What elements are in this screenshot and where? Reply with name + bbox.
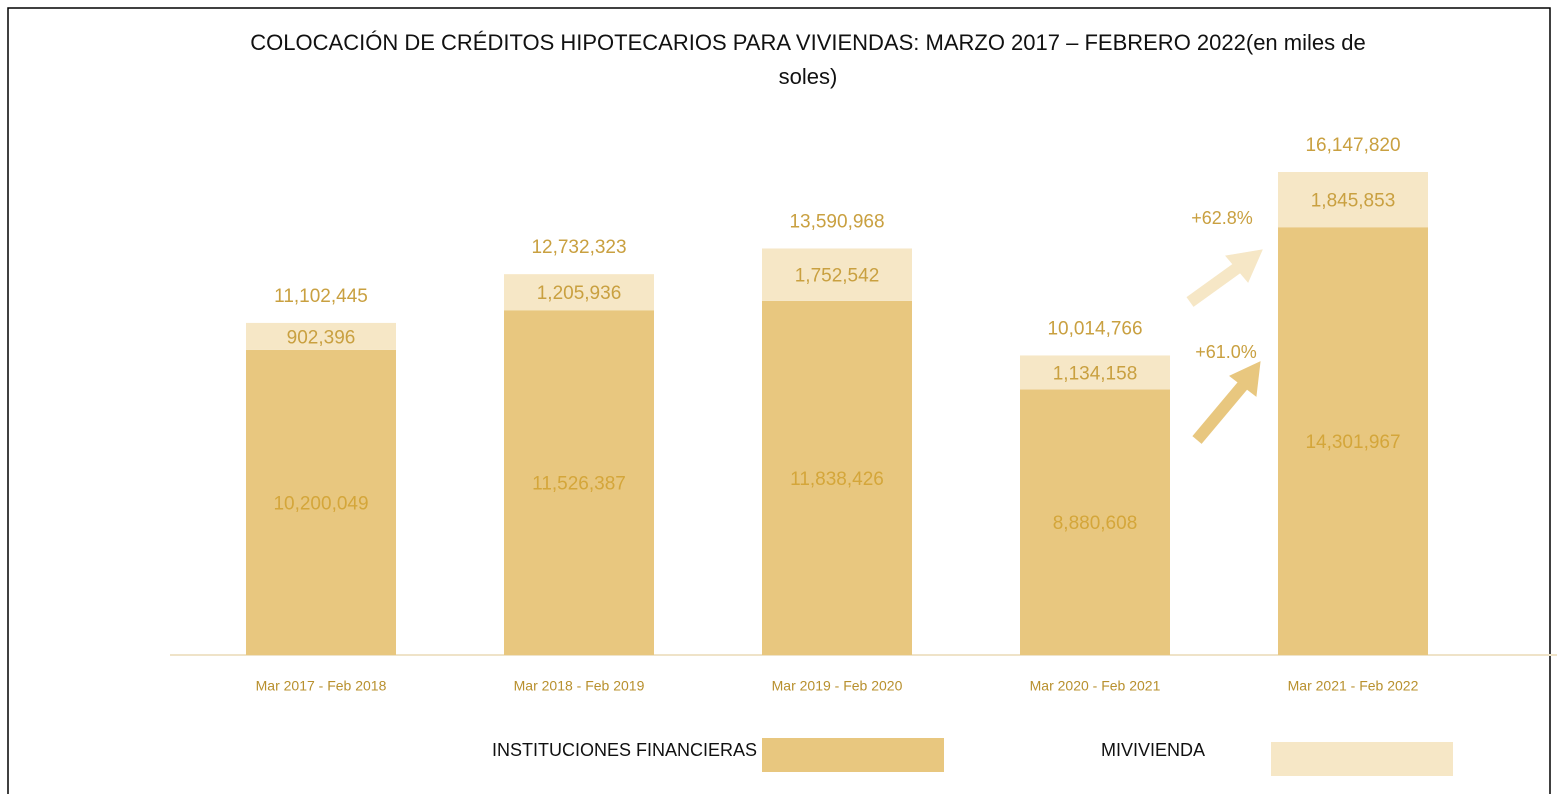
annotation: +61.0% — [1195, 342, 1257, 362]
value-label: 1,845,853 — [1311, 191, 1396, 212]
value-label: 1,134,158 — [1053, 363, 1138, 384]
legend-swatch — [1271, 742, 1453, 776]
bar-segment — [246, 349, 396, 655]
bar-segment — [246, 322, 396, 350]
legend-label: INSTITUCIONES FINANCIERAS — [492, 740, 757, 760]
bar-segment — [1020, 355, 1170, 390]
bar-segment — [1020, 389, 1170, 655]
arrow-top — [1186, 249, 1263, 307]
bar-segment — [1278, 172, 1428, 228]
total-label: 12,732,323 — [531, 237, 626, 258]
x-tick-label: Mar 2020 - Feb 2021 — [1030, 678, 1161, 694]
bar-segment — [504, 274, 654, 311]
total-label: 10,014,766 — [1047, 318, 1142, 339]
bar-segment — [762, 248, 912, 301]
legend-swatch — [762, 738, 944, 772]
annotation: +62.8% — [1191, 208, 1253, 228]
value-label: 1,752,542 — [795, 266, 880, 287]
arrow-bottom — [1192, 361, 1261, 444]
total-label: 11,102,445 — [274, 286, 368, 307]
chart-title: COLOCACIÓN DE CRÉDITOS HIPOTECARIOS PARA… — [250, 30, 1366, 89]
legend-label: MIVIVIENDA — [1101, 740, 1205, 760]
value-label: 14,301,967 — [1305, 432, 1400, 453]
x-tick-label: Mar 2019 - Feb 2020 — [772, 678, 903, 694]
value-label: 11,526,387 — [532, 474, 626, 495]
bar-segment — [1278, 227, 1428, 655]
x-tick-label: Mar 2021 - Feb 2022 — [1288, 678, 1419, 694]
value-label: 1,205,936 — [537, 283, 622, 304]
value-label: 11,838,426 — [790, 469, 884, 490]
value-label: 10,200,049 — [273, 493, 368, 514]
bar-segment — [762, 300, 912, 655]
value-label: 902,396 — [287, 327, 356, 348]
total-label: 13,590,968 — [789, 211, 884, 232]
x-tick-label: Mar 2018 - Feb 2019 — [514, 678, 645, 694]
frame — [7, 7, 1551, 794]
value-label: 8,880,608 — [1053, 513, 1138, 534]
total-label: 16,147,820 — [1305, 135, 1400, 156]
x-tick-label: Mar 2017 - Feb 2018 — [256, 678, 387, 694]
bar-segment — [504, 310, 654, 655]
